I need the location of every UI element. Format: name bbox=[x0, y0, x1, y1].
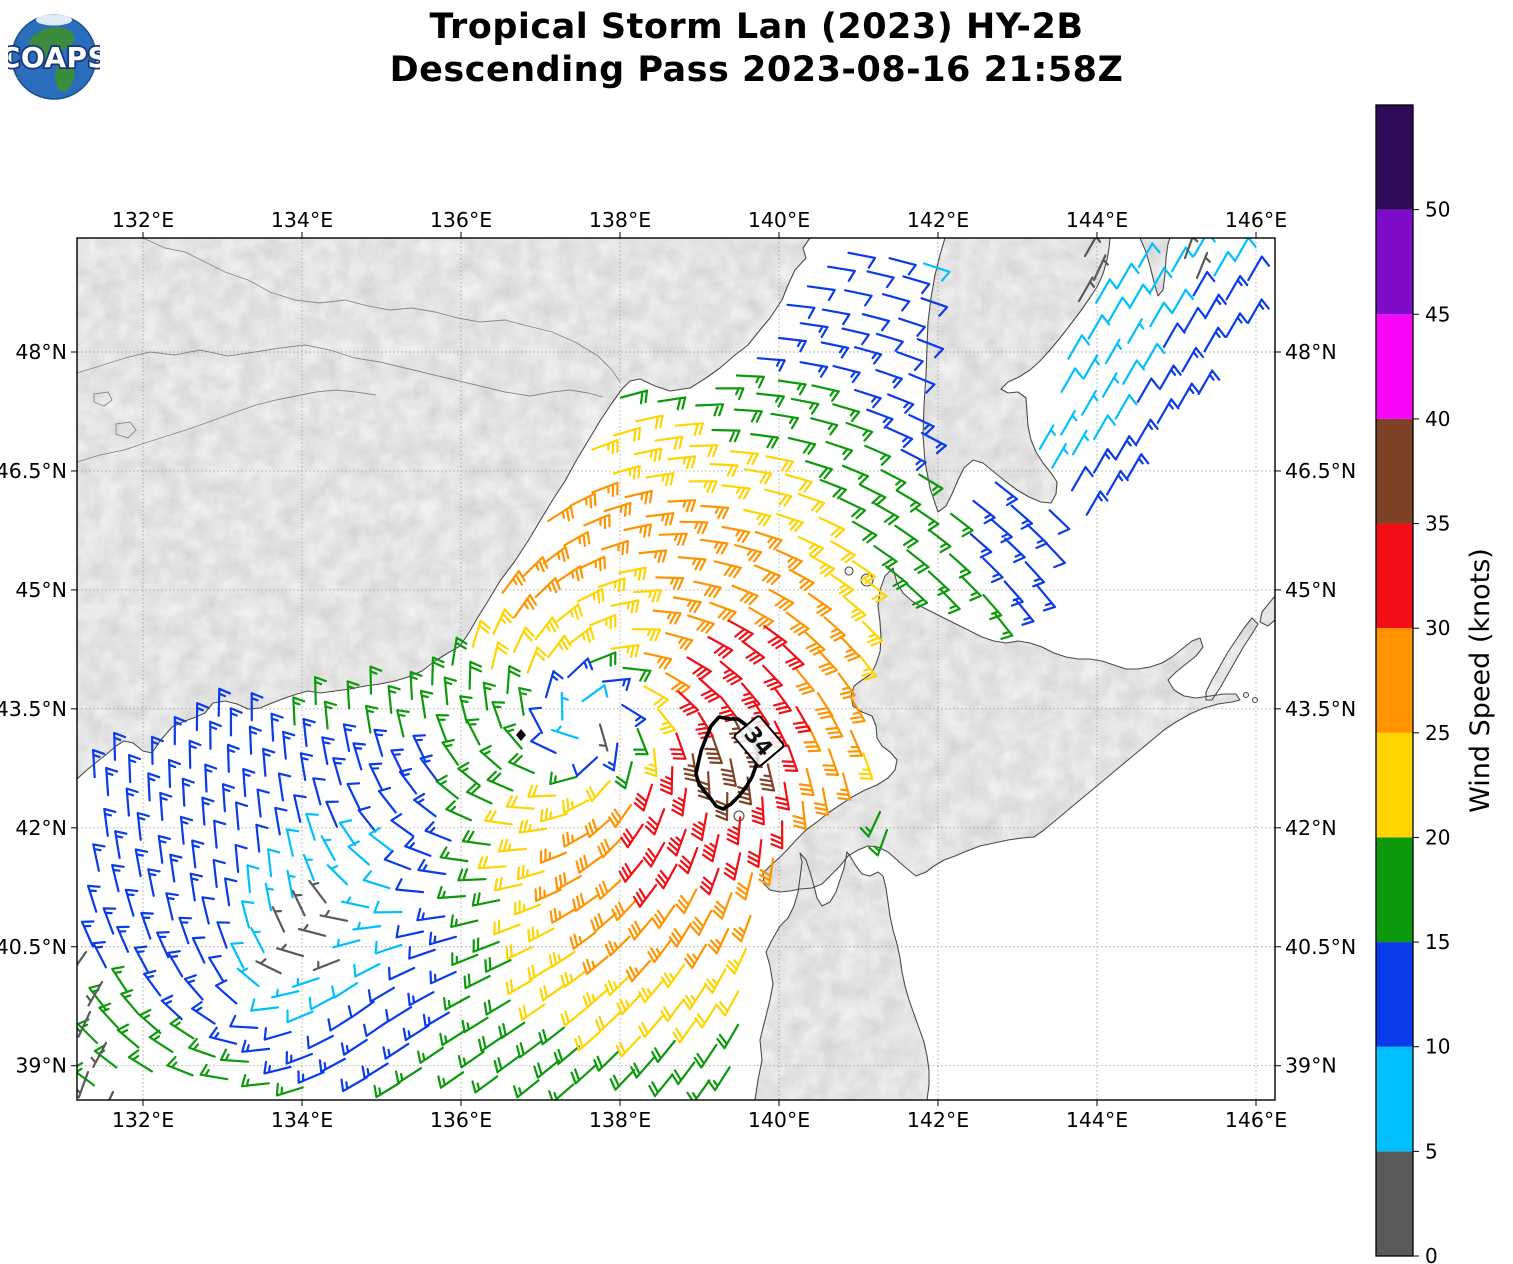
lon-tick-label: 144°E bbox=[1066, 208, 1128, 232]
colorbar-tick-label: 5 bbox=[1425, 1139, 1438, 1163]
colorbar-segment bbox=[1376, 418, 1413, 524]
lon-tick-label: 144°E bbox=[1066, 1108, 1128, 1132]
lon-tick-label: 132°E bbox=[112, 208, 174, 232]
lat-tick-label: 40.5°N bbox=[1285, 935, 1356, 959]
colorbar-segment bbox=[1376, 314, 1413, 419]
lat-tick-label: 40.5°N bbox=[0, 935, 67, 959]
lon-tick-label: 142°E bbox=[907, 208, 969, 232]
lon-tick-label: 134°E bbox=[271, 1108, 333, 1132]
colorbar-tick-label: 25 bbox=[1425, 721, 1450, 745]
lon-tick-label: 136°E bbox=[430, 1108, 492, 1132]
colorbar-segment bbox=[1376, 942, 1413, 1047]
lon-tick-label: 140°E bbox=[748, 1108, 810, 1132]
lat-tick-label: 46.5°N bbox=[1285, 459, 1356, 483]
plot-title: Tropical Storm Lan (2023) HY-2B bbox=[429, 7, 1084, 47]
colorbar-segment bbox=[1376, 1151, 1413, 1256]
colorbar-tick-label: 15 bbox=[1425, 930, 1450, 954]
colorbar-tick-label: 0 bbox=[1425, 1244, 1438, 1264]
colorbar-tick-label: 35 bbox=[1425, 512, 1450, 536]
lat-tick-label: 46.5°N bbox=[0, 459, 67, 483]
storm-center-marker bbox=[516, 729, 526, 741]
colorbar-segment bbox=[1376, 1046, 1413, 1152]
lon-tick-label: 134°E bbox=[271, 208, 333, 232]
map-frame bbox=[76, 237, 1276, 1101]
lat-tick-label: 48°N bbox=[1285, 340, 1337, 364]
colorbar-segment bbox=[1376, 628, 1413, 733]
coaps-logo: COAPS bbox=[0, 10, 109, 102]
lon-tick-label: 136°E bbox=[430, 208, 492, 232]
logo-text: COAPS bbox=[8, 41, 100, 74]
map-area: 34 bbox=[77, 238, 1275, 1100]
lat-tick-label: 45°N bbox=[1285, 578, 1337, 602]
lon-tick-label: 132°E bbox=[112, 1108, 174, 1132]
lat-tick-label: 42°N bbox=[1285, 816, 1337, 840]
polar-cap bbox=[36, 14, 72, 26]
colorbar-tick-label: 30 bbox=[1425, 616, 1450, 640]
lat-tick-label: 43.5°N bbox=[1285, 697, 1356, 721]
continent-north-america bbox=[28, 27, 75, 60]
terrain-texture bbox=[77, 238, 1275, 1100]
lon-tick-label: 138°E bbox=[589, 1108, 651, 1132]
continent-south-america bbox=[55, 62, 75, 92]
colorbar-segment bbox=[1376, 209, 1413, 315]
colorbar-tick-label: 40 bbox=[1425, 407, 1450, 431]
lon-tick-label: 138°E bbox=[589, 208, 651, 232]
colorbar-segment bbox=[1376, 523, 1413, 629]
admin-borders bbox=[77, 238, 621, 463]
colorbar-tick-label: 10 bbox=[1425, 1035, 1450, 1059]
colorbar-segment bbox=[1376, 105, 1413, 210]
colorbar-tick-label: 45 bbox=[1425, 302, 1450, 326]
lon-tick-label: 146°E bbox=[1225, 1108, 1287, 1132]
plot-titles: Tropical Storm Lan (2023) HY-2B Descendi… bbox=[0, 6, 1513, 91]
colorbar-segment bbox=[1376, 837, 1413, 943]
colorbar-tick-label: 20 bbox=[1425, 825, 1450, 849]
lat-tick-label: 39°N bbox=[15, 1054, 67, 1078]
colorbar-axis-label: Wind Speed (knots) bbox=[1465, 548, 1496, 813]
lat-tick-label: 39°N bbox=[1285, 1054, 1337, 1078]
lon-tick-label: 142°E bbox=[907, 1108, 969, 1132]
lat-tick-label: 43.5°N bbox=[0, 697, 67, 721]
lon-tick-label: 140°E bbox=[748, 208, 810, 232]
lat-tick-label: 48°N bbox=[15, 340, 67, 364]
lon-tick-label: 146°E bbox=[1225, 208, 1287, 232]
lat-tick-label: 45°N bbox=[15, 578, 67, 602]
colorbar-tick-label: 50 bbox=[1425, 198, 1450, 222]
coaps-globe: COAPS bbox=[0, 14, 109, 100]
axis-ticks-and-labels: 132°E 132°E 134°E 134°E 136°E 136°E 138°E 138°E… bbox=[0, 208, 1356, 1132]
wind-barbs-layer bbox=[77, 238, 1270, 1100]
lat-tick-label: 42°N bbox=[15, 816, 67, 840]
colorbar: 0 5 10 15 20 25 30 35 40 45 50 Wind Speed (knots) bbox=[1375, 104, 1496, 1264]
plot-subtitle: Descending Pass 2023-08-16 21:58Z bbox=[389, 49, 1124, 90]
colorbar-segment bbox=[1376, 732, 1413, 838]
